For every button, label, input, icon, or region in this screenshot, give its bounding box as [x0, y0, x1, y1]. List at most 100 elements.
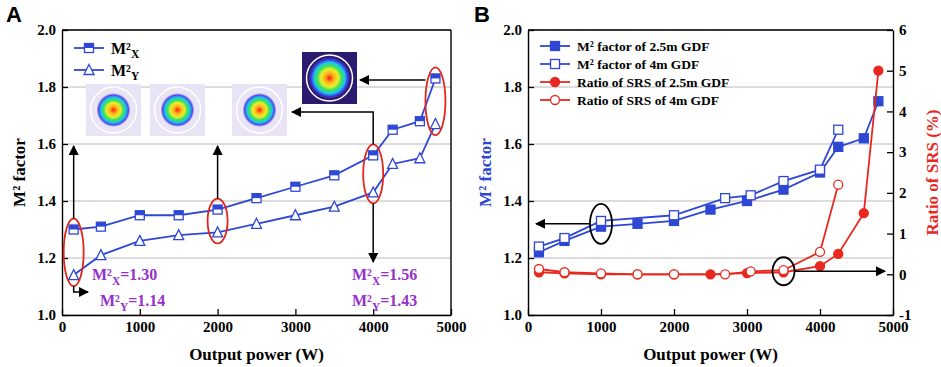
frame-top	[528, 29, 893, 30]
data-point	[779, 177, 788, 186]
tick: 4	[887, 104, 907, 120]
data-point	[135, 235, 145, 245]
grid-line	[62, 144, 451, 145]
tick: 1.8	[37, 79, 68, 95]
data-point	[779, 185, 788, 194]
data-point	[534, 264, 543, 273]
decorations	[64, 52, 446, 292]
data-point-fill	[388, 125, 397, 130]
text-part: =1.43	[380, 292, 417, 309]
data-point	[633, 270, 642, 279]
data-point-fill	[213, 205, 222, 210]
panel: 0100020003000400050001.01.21.41.61.82.0O…	[6, 2, 467, 364]
data-point	[415, 117, 424, 126]
tick-mark	[528, 144, 534, 145]
data-point	[779, 266, 788, 275]
tick-mark	[601, 309, 602, 315]
data-point	[834, 125, 843, 134]
tick-label: 1	[899, 226, 907, 242]
data-point	[816, 262, 825, 271]
data-point	[746, 191, 755, 200]
legend-label: Ratio of SRS of 4m GDF	[577, 93, 719, 108]
data-point-outline	[291, 182, 300, 191]
axis: 010002000300040005000	[525, 309, 909, 335]
data-point	[135, 211, 144, 220]
data-point-outline	[431, 74, 440, 83]
beam-background	[302, 52, 357, 104]
data-point	[859, 134, 868, 143]
tick-label: -1	[899, 307, 912, 323]
data-point	[330, 171, 339, 180]
data-point	[252, 218, 262, 228]
data-point-fill	[330, 171, 339, 176]
tick-label: 5	[899, 63, 907, 79]
highlight-ellipse	[64, 219, 84, 287]
axis-line	[893, 31, 894, 316]
tick-label: 0	[59, 319, 67, 335]
tick-label: 1.0	[503, 307, 522, 323]
legend: M²XM²Y	[74, 40, 140, 83]
grid	[528, 30, 893, 315]
data-point	[816, 247, 825, 256]
subscript: X	[131, 48, 140, 60]
beam-spot	[243, 93, 277, 127]
data-point	[329, 201, 339, 211]
beam-background	[150, 84, 205, 136]
annotation: M²X=1.30	[92, 266, 157, 287]
text-part: M²	[92, 266, 112, 283]
tick-mark	[528, 201, 534, 202]
data-point-fill	[174, 211, 183, 216]
arrow	[372, 203, 374, 262]
grid	[62, 30, 451, 315]
data-point	[369, 151, 378, 160]
legend-label: M² factor of 2.5m GDF	[577, 39, 709, 54]
tick-label: 1.4	[503, 193, 522, 209]
y2-axis-title: Ratio of SRS (%)	[923, 109, 941, 235]
tick-mark	[62, 201, 68, 202]
data-point	[560, 268, 569, 277]
arrow	[292, 112, 373, 144]
data-point	[859, 209, 868, 218]
y-axis-title: M² factor	[10, 138, 29, 207]
tick-label: 4	[899, 104, 907, 120]
tick-mark	[887, 233, 893, 234]
tick-label: 3	[899, 144, 907, 160]
series-line	[539, 101, 878, 252]
legend-entry: Ratio of SRS of 2.5m GDF	[540, 75, 729, 90]
text-part: =1.14	[128, 292, 165, 309]
tick-label: 1000	[125, 319, 155, 335]
data-point	[816, 165, 825, 174]
data-point-fill	[369, 151, 378, 156]
data-point	[834, 249, 843, 258]
data-point-outline	[213, 205, 222, 214]
tick-mark	[887, 152, 893, 153]
data-point	[834, 142, 843, 151]
arrow	[360, 79, 425, 81]
data-point	[721, 194, 730, 203]
panel: 0100020003000400050001.01.21.41.61.82.0-…	[474, 2, 941, 364]
arrow	[74, 286, 88, 292]
tick-label: 3000	[281, 319, 311, 335]
tick-label: 1.0	[37, 307, 56, 323]
highlight-ellipse	[773, 257, 795, 285]
annotation: M²X=1.56	[352, 266, 417, 287]
grid-line	[62, 30, 451, 31]
tick-mark	[887, 71, 893, 72]
tick: 1.0	[503, 307, 534, 323]
tick-label: 2000	[660, 319, 690, 335]
tick: 0	[887, 267, 907, 283]
tick: -1	[887, 307, 912, 323]
data-point	[874, 66, 883, 75]
tick-label: 1.2	[503, 250, 522, 266]
axis-line	[63, 315, 452, 316]
panel-title: A	[6, 2, 22, 27]
legend-entry: M² factor of 4m GDF	[540, 57, 699, 72]
data-point	[290, 210, 300, 220]
legend-marker	[551, 60, 560, 69]
x-axis-title: Output power (W)	[643, 345, 778, 364]
series-line	[539, 185, 838, 275]
data-point	[69, 270, 79, 280]
arrow	[536, 223, 590, 225]
legend-label: M²X	[111, 40, 140, 61]
tick-mark	[820, 309, 821, 315]
